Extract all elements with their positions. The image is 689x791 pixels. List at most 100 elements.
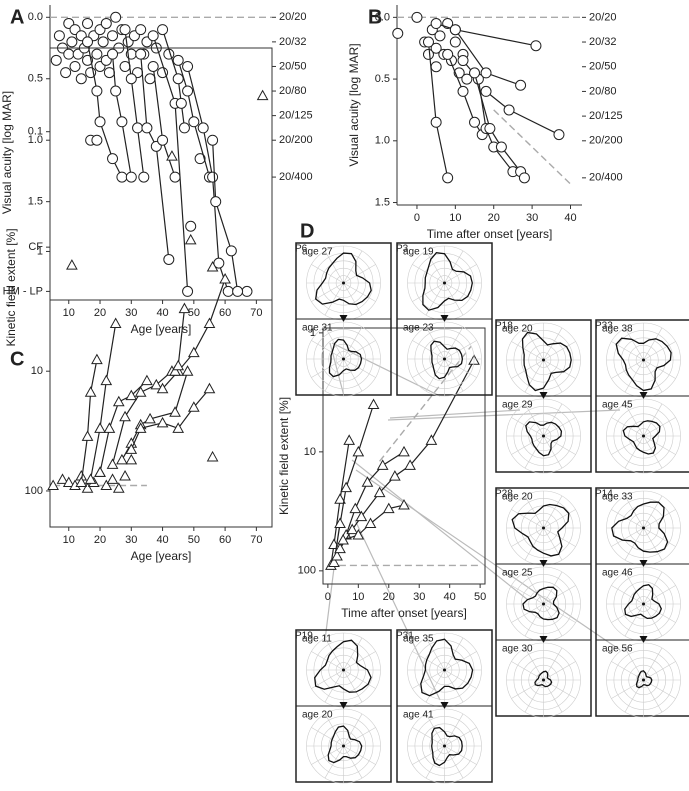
vf-isopter: [328, 338, 363, 378]
vf-isopter: [430, 340, 464, 380]
vf-meridian: [543, 647, 563, 681]
data-point: [425, 434, 438, 445]
age-label: age 46: [602, 568, 633, 579]
vf-meridian: [624, 435, 644, 469]
data-point: [119, 469, 131, 481]
data-point: [219, 273, 231, 284]
series-line: [80, 359, 98, 483]
data-point: [182, 285, 194, 297]
vf-meridian: [311, 282, 344, 302]
data-point: [94, 466, 106, 477]
vf-isopter: [431, 726, 463, 767]
age-label: age 45: [602, 400, 633, 411]
vf-meridian: [643, 435, 676, 455]
data-point: [352, 445, 365, 457]
data-point: [135, 24, 147, 36]
vf-isopter: [525, 421, 563, 457]
data-point: [156, 416, 169, 428]
data-point: [334, 493, 346, 504]
data-point: [147, 30, 159, 42]
vf-meridian: [511, 603, 544, 623]
vf-meridian: [611, 603, 644, 623]
data-point: [100, 374, 113, 386]
data-point: [138, 171, 150, 183]
data-point: [147, 60, 159, 72]
data-point: [185, 220, 197, 232]
vf-meridian: [343, 745, 376, 765]
x-tick-label: 30: [413, 591, 425, 603]
data-point: [66, 259, 78, 270]
vf-meridian: [324, 250, 344, 284]
vf-meridian: [343, 326, 363, 360]
data-point: [256, 89, 269, 101]
vf-arrow: [539, 560, 548, 567]
vf-meridian: [343, 250, 363, 284]
vf-meridian: [412, 340, 445, 360]
data-point: [553, 129, 565, 141]
age-label: age 41: [403, 710, 434, 721]
data-point: [188, 116, 200, 128]
vf-isopter: [624, 583, 663, 620]
vf-meridian: [444, 651, 477, 671]
data-point: [116, 453, 128, 465]
vf-meridian: [643, 603, 663, 637]
vf-meridian: [412, 669, 445, 689]
data-point: [175, 97, 187, 109]
x-tick-label: 20: [488, 212, 500, 224]
vf-meridian: [543, 509, 576, 529]
vf-center: [342, 668, 345, 672]
vf-meridian: [611, 435, 644, 455]
data-point: [203, 317, 216, 329]
data-point: [125, 453, 138, 465]
y-tick-label: 100: [298, 565, 316, 577]
data-point: [157, 24, 169, 36]
x-tick-label: 10: [449, 212, 461, 224]
x-tick-label: 20: [383, 591, 395, 603]
y-tick-label: 1.0: [28, 134, 43, 146]
vf-arrow: [339, 315, 348, 322]
series-line: [130, 388, 210, 450]
x-tick-label: 50: [474, 591, 486, 603]
x-tick-label: 10: [63, 307, 75, 319]
vf-meridian: [543, 585, 576, 605]
y2-tick-label: 20/50: [279, 60, 307, 72]
data-point: [107, 30, 119, 42]
vf-meridian: [543, 341, 576, 361]
vf-meridian: [643, 435, 663, 469]
y2-tick-label: 20/80: [589, 85, 617, 97]
x-tick-label: 40: [444, 591, 456, 603]
vf-isopter: [315, 252, 372, 306]
data-point: [103, 422, 116, 433]
vf-meridian: [444, 745, 477, 765]
vf-meridian: [444, 745, 464, 779]
vf-center: [642, 358, 645, 362]
age-label: age 25: [502, 568, 533, 579]
age-label: age 20: [302, 710, 333, 721]
y-tick-label: 0.5: [375, 73, 390, 85]
data-point: [119, 24, 131, 36]
y2-tick-label: 20/125: [589, 110, 623, 122]
vf-meridian: [311, 669, 344, 689]
vf-meridian: [324, 326, 344, 360]
vf-meridian: [524, 327, 544, 361]
vf-meridian: [643, 403, 663, 437]
data-point: [62, 476, 75, 487]
data-point: [515, 79, 527, 91]
data-point: [469, 67, 481, 79]
x-tick-label: 60: [219, 307, 231, 319]
vf-meridian: [643, 359, 676, 379]
vf-arrow: [339, 702, 348, 709]
data-point: [134, 422, 147, 433]
vf-meridian: [624, 679, 644, 713]
data-point: [144, 73, 156, 85]
data-point: [66, 36, 78, 48]
age-label: age 19: [403, 247, 434, 258]
data-point: [109, 317, 122, 329]
data-point: [461, 73, 473, 85]
y2-tick-label: 20/200: [589, 135, 623, 147]
data-point: [398, 445, 410, 457]
data-point: [457, 55, 469, 67]
x-tick-label: 40: [564, 212, 576, 224]
data-point: [63, 48, 75, 60]
